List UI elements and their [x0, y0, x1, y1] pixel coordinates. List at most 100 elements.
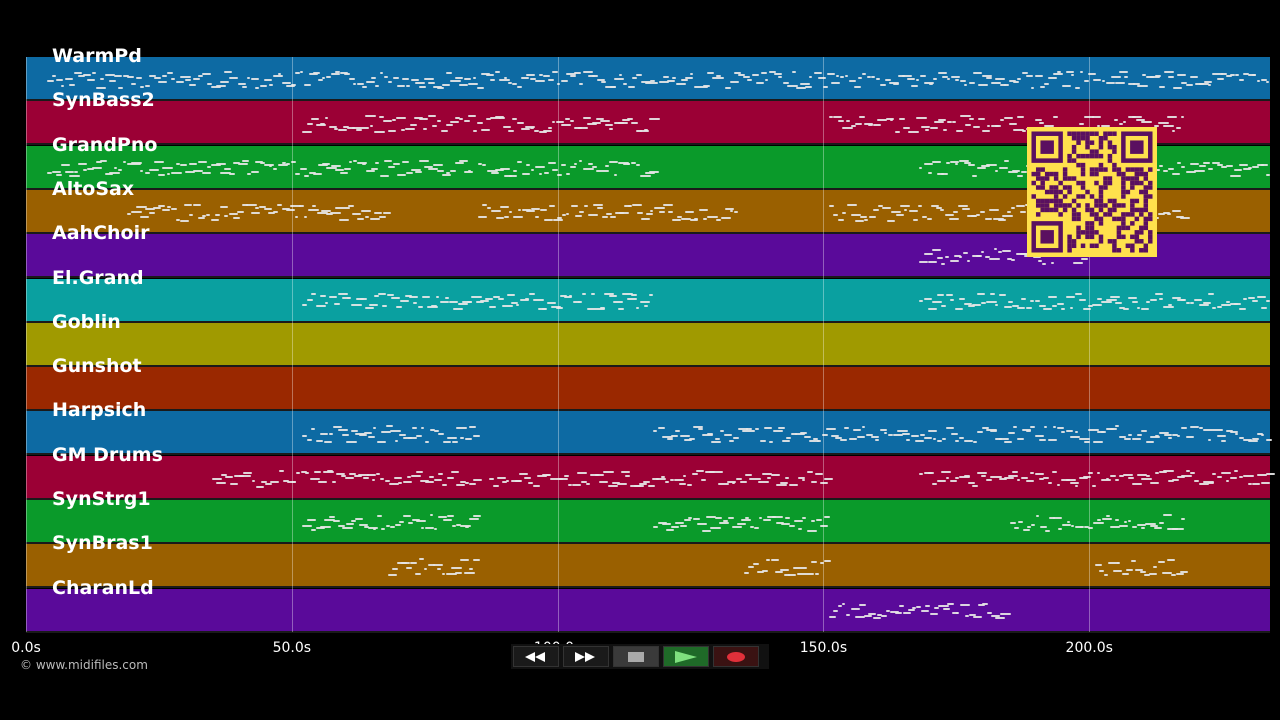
note-mark: [687, 483, 692, 486]
note-mark: [140, 170, 144, 173]
note-mark: [291, 481, 296, 484]
note-mark: [1025, 429, 1032, 432]
note-mark: [569, 120, 574, 123]
note-mark: [1194, 426, 1199, 429]
note-mark: [306, 519, 317, 522]
note-mark: [202, 215, 206, 218]
note-mark: [697, 523, 707, 526]
note-mark: [972, 174, 977, 177]
note-mark: [1119, 435, 1126, 438]
note-mark: [1026, 74, 1034, 77]
note-mark: [798, 527, 803, 530]
stop-button[interactable]: [613, 646, 659, 667]
note-mark: [941, 470, 951, 473]
note-mark: [560, 124, 571, 127]
note-mark: [1234, 73, 1239, 76]
note-mark: [779, 569, 790, 572]
note-mark: [719, 429, 725, 432]
note-mark: [392, 77, 400, 80]
note-mark: [1256, 295, 1266, 298]
note-mark: [776, 521, 784, 524]
note-mark: [1167, 115, 1178, 118]
note-mark: [572, 484, 581, 487]
note-mark: [317, 78, 323, 81]
play-button[interactable]: [663, 646, 709, 667]
rewind-button[interactable]: [513, 646, 559, 667]
note-mark: [303, 216, 308, 219]
note-mark: [255, 86, 260, 89]
note-mark: [73, 171, 78, 174]
note-mark: [1238, 476, 1243, 479]
note-mark: [1190, 472, 1195, 475]
note-mark: [1118, 123, 1124, 126]
note-mark: [1043, 477, 1049, 480]
note-mark: [1256, 80, 1261, 83]
note-mark: [1234, 432, 1238, 435]
note-mark: [488, 477, 494, 480]
note-mark: [432, 163, 443, 166]
note-mark: [949, 260, 960, 263]
note-mark: [495, 168, 504, 171]
note-mark: [359, 524, 368, 527]
note-mark: [366, 170, 376, 173]
note-mark: [1180, 517, 1185, 520]
note-mark: [1171, 527, 1178, 530]
note-mark: [450, 120, 460, 123]
note-mark: [959, 159, 970, 162]
note-mark: [888, 434, 894, 437]
note-mark: [963, 475, 971, 478]
note-mark: [968, 439, 973, 442]
note-mark: [627, 86, 636, 89]
note-mark: [716, 218, 721, 221]
note-mark: [871, 76, 876, 79]
track-label: SynBras1: [52, 532, 153, 555]
note-mark: [468, 568, 473, 571]
note-mark: [353, 474, 362, 477]
note-mark: [401, 161, 409, 164]
note-mark: [299, 205, 305, 208]
note-mark: [432, 85, 442, 88]
note-mark: [324, 302, 328, 305]
note-mark: [394, 440, 399, 443]
note-mark: [841, 127, 853, 130]
note-mark: [671, 77, 676, 80]
note-mark: [737, 428, 749, 431]
note-mark: [502, 305, 513, 308]
note-mark: [1043, 125, 1054, 128]
note-mark: [1056, 484, 1061, 487]
note-mark: [1114, 118, 1118, 121]
note-mark: [1092, 116, 1101, 119]
note-mark: [377, 440, 386, 443]
note-mark: [639, 300, 651, 303]
note-mark: [543, 75, 551, 77]
note-mark: [1203, 80, 1213, 83]
note-mark: [714, 517, 722, 520]
note-mark: [1008, 80, 1017, 83]
note-mark: [526, 164, 530, 167]
note-mark: [1043, 307, 1052, 310]
note-mark: [140, 85, 144, 88]
note-mark: [604, 123, 614, 126]
note-mark: [1135, 569, 1144, 572]
note-mark: [596, 78, 606, 81]
note-mark: [1171, 210, 1182, 213]
note-mark: [857, 76, 862, 79]
note-mark: [1150, 299, 1158, 302]
note-mark: [810, 561, 818, 564]
note-mark: [666, 528, 674, 531]
note-mark: [1057, 427, 1065, 430]
note-mark: [999, 166, 1008, 169]
note-mark: [650, 210, 654, 213]
note-mark: [754, 527, 759, 530]
note-mark: [555, 306, 563, 309]
note-mark: [855, 615, 866, 618]
note-mark: [644, 128, 648, 131]
note-mark: [361, 210, 371, 213]
record-button[interactable]: [713, 646, 759, 667]
fast-forward-button[interactable]: [563, 646, 609, 667]
note-mark: [1079, 71, 1083, 74]
note-mark: [504, 174, 512, 177]
note-mark: [801, 567, 807, 570]
note-mark: [378, 116, 384, 119]
note-mark: [91, 71, 96, 74]
